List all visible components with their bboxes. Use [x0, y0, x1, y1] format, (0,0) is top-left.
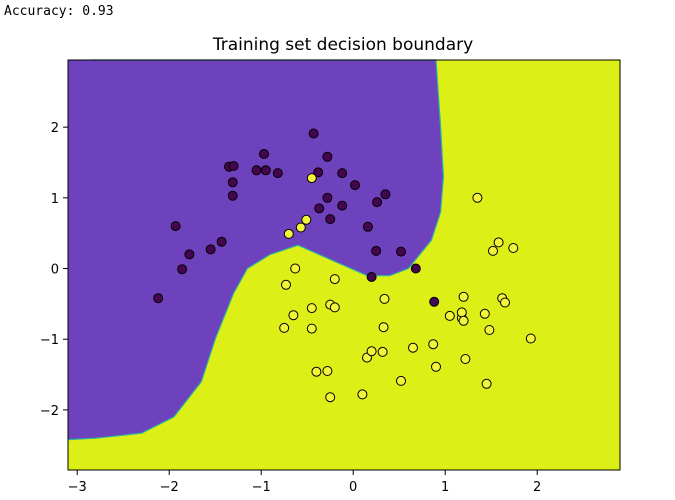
data-point-class-1: [379, 293, 390, 304]
data-point-class-0: [272, 168, 283, 179]
data-point-class-0: [259, 149, 269, 159]
data-point-class-0: [205, 244, 216, 255]
data-point-class-1: [460, 354, 471, 364]
x-tick-label: −2: [160, 480, 179, 495]
data-point-class-1: [377, 346, 388, 357]
data-point-class-1: [456, 307, 467, 318]
data-point-class-1: [428, 339, 439, 350]
x-axis: −3 −2 −1 0 1 2: [68, 470, 541, 495]
data-point-class-1: [306, 323, 317, 334]
data-point-class-1: [290, 263, 301, 274]
x-tick-label: −1: [252, 480, 271, 495]
data-point-class-1: [484, 325, 495, 335]
data-point-class-1: [283, 228, 294, 239]
data-point-class-1: [472, 192, 483, 203]
data-point-class-1: [508, 243, 519, 253]
data-point-class-1: [357, 389, 368, 400]
x-tick-label: 1: [441, 480, 449, 495]
data-point-class-0: [371, 245, 382, 256]
chart-title: Training set decision boundary: [212, 35, 473, 55]
data-point-class-0: [184, 249, 195, 260]
y-tick-label: 2: [51, 121, 59, 136]
data-point-class-1: [279, 322, 290, 333]
data-point-class-1: [378, 322, 389, 333]
data-point-class-0: [362, 221, 373, 232]
data-point-class-0: [308, 128, 319, 139]
data-point-class-1: [366, 346, 377, 357]
decision-boundary-line: [67, 59, 444, 441]
data-point-class-1: [322, 366, 333, 376]
data-point-class-1: [295, 222, 306, 233]
y-tick-label: 1: [51, 192, 59, 207]
data-point-class-0: [380, 189, 391, 200]
y-tick-label: −1: [40, 333, 59, 348]
data-point-class-0: [372, 197, 383, 208]
data-point-class-1: [488, 245, 498, 256]
data-point-class-1: [525, 333, 536, 344]
data-point-class-0: [410, 263, 421, 274]
data-point-class-1: [301, 214, 312, 225]
data-point-class-0: [322, 151, 333, 162]
data-point-class-1: [329, 302, 340, 313]
x-tick-label: 2: [533, 480, 541, 495]
data-point-class-1: [481, 378, 492, 389]
data-point-class-1: [444, 310, 455, 321]
y-axis: −2 −1 0 1 2: [40, 121, 68, 419]
data-point-class-1: [329, 274, 340, 285]
data-point-class-0: [177, 264, 188, 275]
plot-area: [67, 59, 620, 470]
data-point-class-1: [281, 279, 291, 290]
data-point-class-0: [260, 165, 271, 176]
data-point-class-1: [458, 315, 469, 326]
data-point-class-0: [216, 236, 227, 247]
data-point-class-0: [251, 165, 262, 176]
x-tick-label: −3: [68, 480, 87, 495]
data-point-class-1: [431, 361, 441, 372]
data-point-class-1: [306, 173, 317, 184]
data-point-class-1: [306, 303, 317, 314]
data-point-class-0: [337, 200, 348, 211]
data-point-class-0: [366, 272, 377, 282]
data-point-class-0: [325, 214, 336, 225]
accuracy-output: Accuracy: 0.93: [4, 4, 114, 19]
data-point-class-0: [227, 190, 238, 201]
data-point-class-0: [429, 296, 440, 307]
data-points: [153, 128, 536, 403]
data-point-class-0: [337, 168, 348, 179]
data-point-class-1: [500, 297, 510, 308]
data-point-class-0: [314, 203, 325, 214]
data-point-class-1: [325, 392, 336, 403]
data-point-class-0: [322, 192, 333, 203]
data-point-class-1: [458, 291, 469, 302]
y-tick-label: 0: [51, 263, 59, 278]
data-point-class-0: [350, 180, 360, 191]
data-point-class-0: [313, 167, 324, 178]
data-point-class-1: [311, 366, 322, 377]
data-point-class-0: [227, 177, 238, 188]
plot-frame: [67, 59, 621, 471]
data-point-class-1: [288, 310, 299, 321]
y-tick-label: −2: [40, 404, 59, 419]
data-point-class-1: [479, 308, 490, 319]
data-point-class-1: [493, 237, 504, 248]
data-point-class-0: [396, 246, 406, 257]
data-point-class-1: [408, 342, 418, 353]
data-point-class-1: [396, 375, 406, 386]
data-point-class-0: [228, 161, 239, 171]
x-tick-label: 0: [349, 480, 357, 495]
data-point-class-0: [170, 221, 181, 232]
region-class-0: [68, 60, 444, 440]
data-point-class-0: [153, 293, 164, 304]
